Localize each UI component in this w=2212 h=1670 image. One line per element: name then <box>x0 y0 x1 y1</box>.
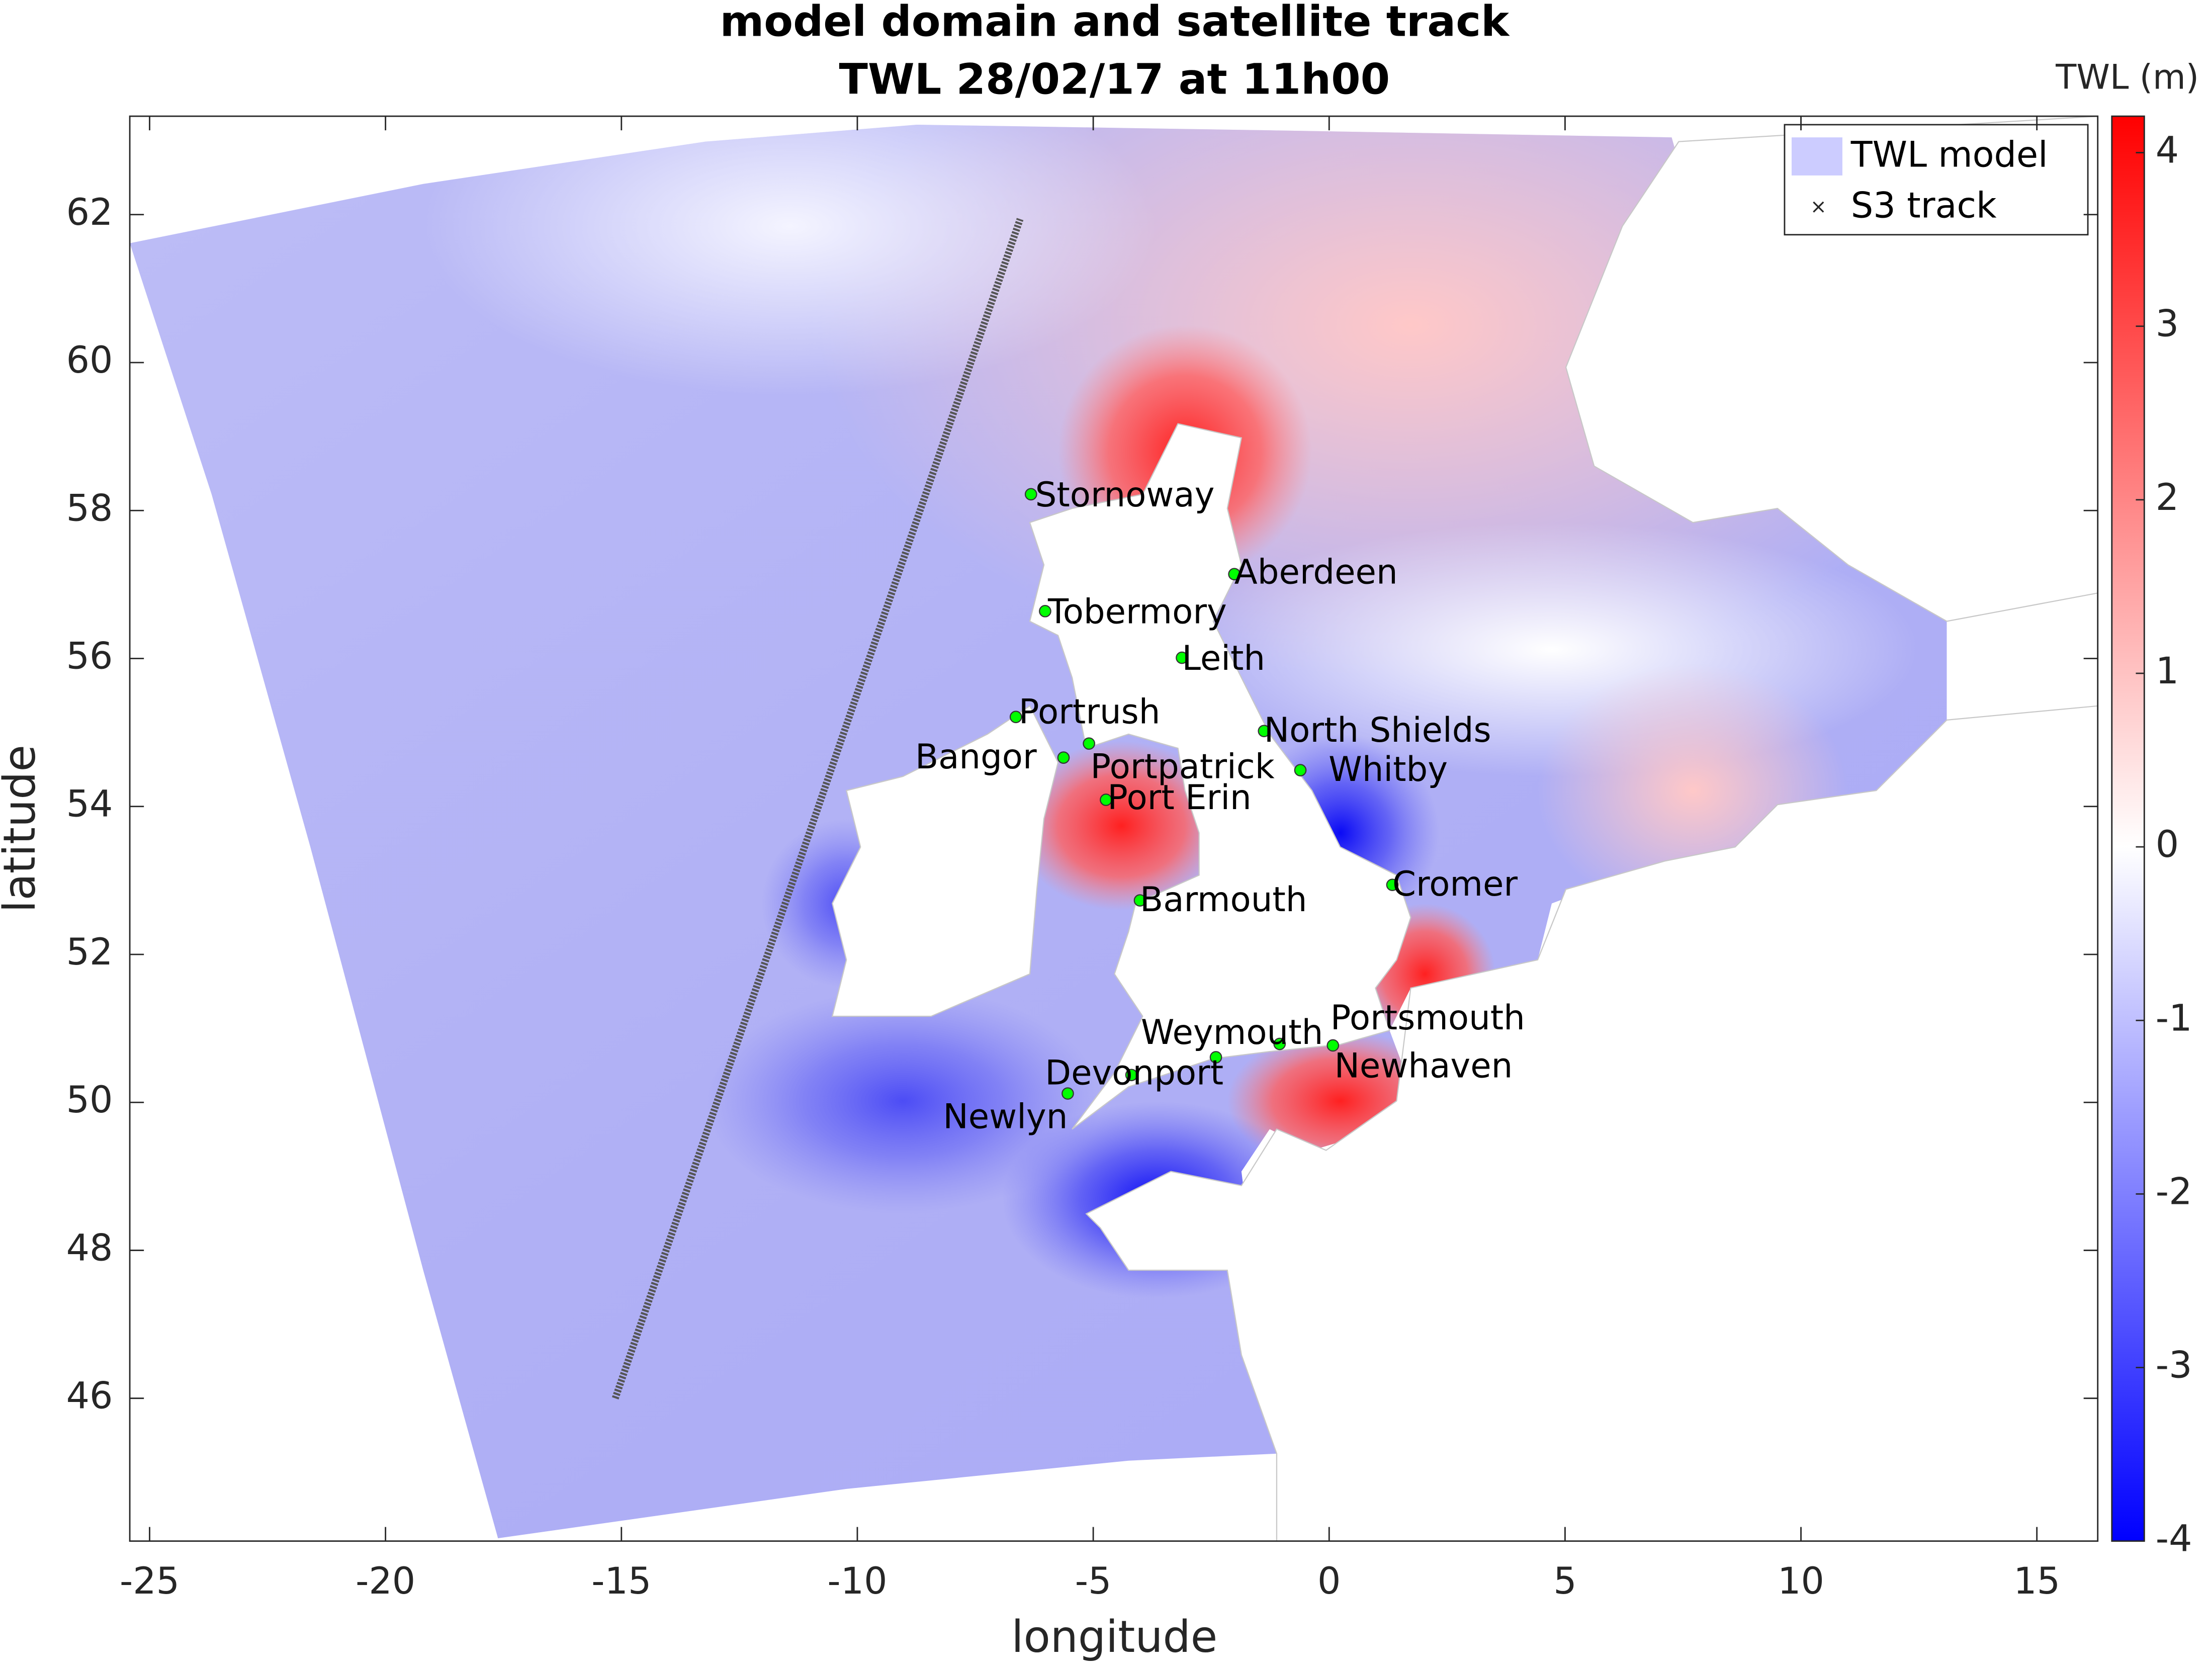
colorbar-tick-label: 0 <box>2156 823 2179 866</box>
station-marker <box>1273 1037 1286 1050</box>
station-marker <box>1133 894 1146 907</box>
x-tick-label: 15 <box>2013 1560 2060 1603</box>
station-marker <box>1294 764 1307 776</box>
station-label: Stornoway <box>1035 475 1215 514</box>
chart-title: TWL 28/02/17 at 11h00 <box>839 55 1390 104</box>
station-marker <box>1100 794 1112 806</box>
colorbar <box>2111 115 2145 1542</box>
colorbar-tick-label: -3 <box>2156 1344 2192 1387</box>
chart-title: model domain and satellite track <box>720 0 1511 46</box>
y-axis-label: latitude <box>0 745 45 913</box>
station-label: Portpatrick <box>1090 747 1274 786</box>
colorbar-label: TWL (m) <box>2055 58 2199 97</box>
legend-label: TWL model <box>1850 134 2048 175</box>
station-marker <box>1057 751 1070 764</box>
x-tick-label: -20 <box>356 1560 415 1603</box>
x-tick-label: 10 <box>1778 1560 1824 1603</box>
station-marker <box>1125 1069 1138 1082</box>
y-tick-label: 52 <box>66 931 113 974</box>
station-marker <box>1228 568 1241 581</box>
legend-marker: × <box>1810 196 1827 218</box>
colorbar-tick-label: -4 <box>2156 1518 2192 1560</box>
station-label: Barmouth <box>1140 880 1307 919</box>
station-label: Aberdeen <box>1234 552 1398 591</box>
station-label: Whitby <box>1329 750 1448 789</box>
axes-box <box>129 115 2099 1542</box>
y-tick-label: 60 <box>66 339 113 382</box>
station-marker <box>1083 737 1096 750</box>
station-label: Devonport <box>1045 1053 1223 1092</box>
station-label: Bangor <box>915 737 1037 776</box>
x-tick-label: 0 <box>1317 1560 1341 1603</box>
colorbar-tick-label: 1 <box>2156 650 2179 692</box>
station-label: Cromer <box>1392 864 1518 904</box>
station-label: Portrush <box>1019 692 1161 732</box>
station-marker <box>1176 651 1188 664</box>
y-tick-label: 58 <box>66 487 113 530</box>
x-tick-label: -5 <box>1075 1560 1112 1603</box>
satellite-track <box>611 218 1024 1399</box>
y-tick-label: 50 <box>66 1079 113 1121</box>
land <box>831 115 2098 1542</box>
colorbar-tick-label: -2 <box>2156 1170 2192 1213</box>
station-marker <box>1386 878 1399 892</box>
y-tick-label: 54 <box>66 783 113 826</box>
station-label: Newlyn <box>943 1097 1068 1136</box>
colorbar-tick-label: -1 <box>2156 997 2192 1039</box>
station-marker <box>1024 488 1037 501</box>
station-marker <box>1258 725 1271 738</box>
x-tick-label: -15 <box>591 1560 651 1603</box>
legend: TWL model × S3 track <box>1784 124 2089 236</box>
station-marker <box>1209 1051 1222 1064</box>
station-label: North Shields <box>1264 711 1491 750</box>
station-label: Leith <box>1182 639 1266 678</box>
x-tick-label: 5 <box>1553 1560 1576 1603</box>
x-axis-label: longitude <box>1011 1611 1217 1662</box>
station-marker <box>1326 1039 1340 1052</box>
station-marker <box>1009 711 1022 724</box>
y-tick-label: 56 <box>66 635 113 678</box>
colorbar-tick-label: 3 <box>2156 303 2179 345</box>
station-marker <box>1061 1087 1074 1100</box>
colorbar-tick-label: 4 <box>2156 129 2179 172</box>
station-label: Weymouth <box>1141 1013 1323 1052</box>
x-tick-label: -10 <box>827 1560 887 1603</box>
station-label: Port Erin <box>1107 778 1251 817</box>
y-tick-label: 48 <box>66 1226 113 1269</box>
station-label: Newhaven <box>1335 1046 1513 1085</box>
y-tick-label: 46 <box>66 1375 113 1418</box>
legend-label: S3 track <box>1851 185 1997 226</box>
y-tick-label: 62 <box>66 191 113 234</box>
colorbar-tick-label: 2 <box>2156 476 2179 519</box>
station-label: Portsmouth <box>1331 998 1525 1037</box>
legend-swatch <box>1791 137 1842 175</box>
station-marker <box>1039 604 1051 618</box>
station-label: Tobermory <box>1047 592 1227 631</box>
x-tick-label: -25 <box>120 1560 180 1603</box>
